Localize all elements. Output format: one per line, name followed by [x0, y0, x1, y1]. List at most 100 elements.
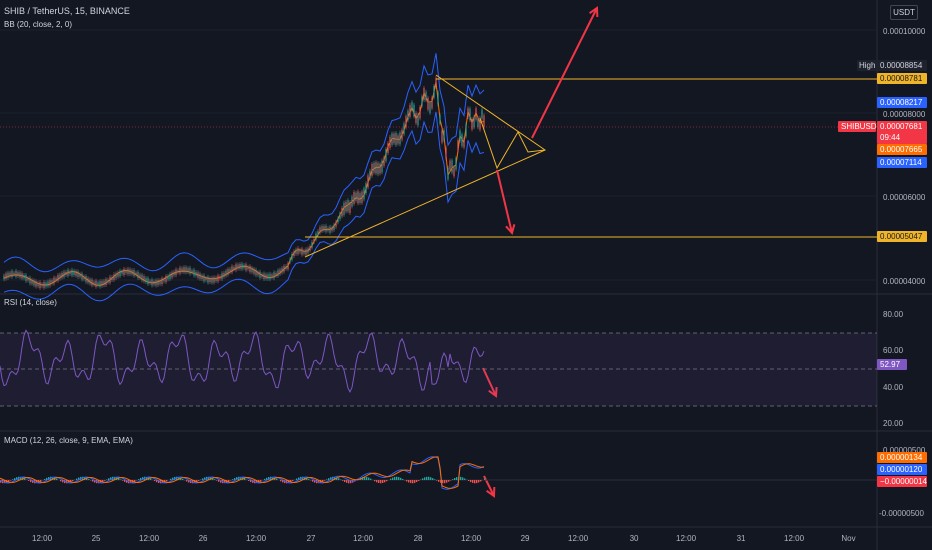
macd-hist-bar — [370, 478, 372, 481]
macd-hist-bar — [240, 476, 242, 481]
time-tick: 27 — [306, 534, 316, 543]
macd-hist-bar — [72, 480, 74, 482]
macd-hist-bar — [170, 478, 172, 481]
macd-hist-bar — [248, 480, 250, 481]
macd-hist-bar — [380, 480, 382, 484]
macd-hist-bar — [36, 480, 38, 484]
macd-hist-bar — [394, 476, 396, 481]
macd-tick: -0.00000500 — [879, 509, 924, 518]
time-axis[interactable]: 12:00 25 12:00 26 12:00 27 12:00 28 12:00 29 12:00… — [0, 527, 932, 550]
macd-hist-bar — [40, 480, 42, 482]
high-label: High — [857, 60, 877, 71]
macd-hist-bar — [342, 480, 344, 481]
macd-hist-bar — [326, 479, 328, 480]
macd-hist-bar — [52, 476, 54, 481]
macd-hist-bar — [46, 477, 48, 480]
bb-upper-tag: 0.00008217 — [877, 97, 927, 108]
macd-hist-bar — [442, 480, 444, 484]
macd-hist-bar — [368, 477, 370, 480]
rsi-title[interactable]: RSI (14, close) — [4, 298, 57, 307]
bb-indicator-title[interactable]: BB (20, close, 2, 0) — [4, 20, 73, 29]
macd-hist-bar — [314, 480, 316, 483]
macd-hist-bar — [430, 477, 432, 481]
macd-hist-bar — [396, 476, 398, 481]
macd-hist-bar — [24, 478, 26, 480]
currency-button[interactable]: USDT — [890, 5, 918, 20]
time-tick: 31 — [736, 534, 746, 543]
macd-hist-bar — [296, 478, 298, 481]
macd-hist-bar — [422, 478, 424, 481]
macd-hist-bar — [292, 480, 294, 482]
macd-hist-bar — [282, 480, 284, 483]
macd-hist-bar — [324, 480, 326, 481]
resistance-price-tag: 0.00008781 — [877, 73, 927, 84]
macd-hist-bar — [56, 478, 58, 480]
macd-hist-bar — [480, 480, 482, 482]
macd-hist-bar — [12, 479, 14, 480]
macd-hist-bar — [272, 476, 274, 481]
symbol-title[interactable]: SHIB / TetherUS, 15, BINANCE — [4, 6, 130, 16]
macd-hist-bar — [260, 480, 262, 482]
macd-hist-bar — [478, 480, 480, 483]
rsi-pane — [0, 329, 877, 407]
time-tick: 12:00 — [568, 534, 589, 543]
macd-hist-bar — [32, 480, 34, 483]
macd-hist-bar — [212, 478, 214, 480]
macd-hist-bar — [182, 478, 184, 481]
macd-hist-bar — [414, 480, 416, 483]
macd-hist-bar — [470, 480, 472, 483]
macd-hist-bar — [236, 477, 238, 480]
time-tick: 12:00 — [461, 534, 482, 543]
drawing-tools — [0, 6, 877, 498]
macd-hist-bar — [92, 480, 94, 482]
rsi-tick: 60.00 — [883, 346, 904, 355]
macd-hist-bar — [30, 480, 32, 483]
high-price-tag: 0.00008854 — [877, 60, 927, 71]
macd-hist-bar — [172, 477, 174, 481]
macd-hist-bar — [44, 478, 46, 481]
macd-pane — [0, 456, 877, 490]
macd-hist-bar — [126, 480, 128, 483]
macd-hist-bar — [266, 477, 268, 480]
macd-hist-bar — [318, 480, 320, 484]
macd-hist-bar — [214, 479, 216, 480]
macd-hist-bar — [62, 480, 64, 483]
time-tick: 12:00 — [32, 534, 53, 543]
macd-hist-bar — [378, 480, 380, 483]
macd-hist-bar — [48, 477, 50, 481]
macd-hist-bar — [82, 476, 84, 481]
macd-hist-bar — [14, 478, 16, 480]
macd-signal-tag: 0.00000134 — [877, 452, 927, 463]
macd-hist-bar — [384, 480, 386, 483]
macd-hist-bar — [110, 477, 112, 480]
macd-hist-bar — [188, 480, 190, 483]
macd-hist-bar — [146, 476, 148, 480]
macd-hist-bar — [114, 476, 116, 480]
macd-hist-bar — [8, 480, 10, 482]
macd-hist-bar — [10, 480, 12, 481]
rsi-tick: 80.00 — [883, 310, 904, 319]
macd-hist-bar — [104, 480, 106, 481]
macd-hist-bar — [334, 476, 336, 480]
macd-title[interactable]: MACD (12, 26, close, 9, EMA, EMA) — [4, 436, 133, 445]
last-price-tag: 0.00007681 09:44 — [877, 121, 927, 144]
macd-hist-bar — [166, 480, 168, 482]
macd-hist-bar — [154, 480, 156, 482]
macd-hist-bar — [208, 476, 210, 481]
rsi-value-tag: 52.97 — [877, 359, 907, 370]
macd-hist-bar — [382, 480, 384, 483]
macd-hist-bar — [322, 480, 324, 482]
macd-hist-bar — [118, 478, 120, 481]
macd-hist-bar — [264, 478, 266, 480]
macd-hist-bar — [410, 480, 412, 484]
macd-hist-bar — [348, 480, 350, 484]
macd-hist-bar — [428, 476, 430, 480]
time-tick: 26 — [198, 534, 208, 543]
macd-hist-bar — [362, 477, 364, 480]
macd-hist-bar — [338, 478, 340, 480]
macd-hist-bar — [0, 480, 2, 483]
macd-hist-bar — [252, 480, 254, 483]
